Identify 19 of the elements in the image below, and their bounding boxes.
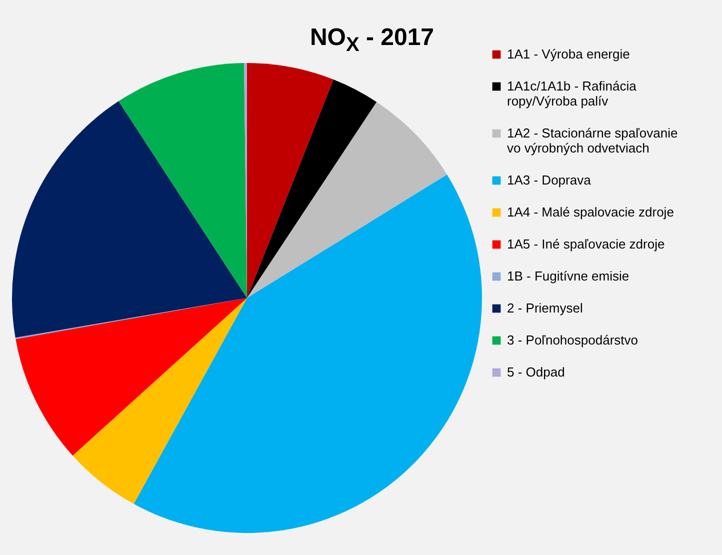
pie-slice	[12, 101, 247, 338]
legend-label: 1A1c/1A1b - Rafinácia ropy/Výroba palív	[507, 78, 638, 108]
legend-label: 3 - Poľnohospodárstvo	[507, 332, 638, 348]
pie-slice	[247, 63, 334, 298]
legend-label: 1A3 - Doprava	[507, 172, 592, 188]
legend-label: 1A4 - Malé spalovacie zdroje	[507, 204, 674, 220]
legend-label: 2 - Priemysel	[507, 300, 583, 316]
pie-slice	[247, 80, 377, 298]
pie-slice	[118, 63, 247, 298]
pie-slice	[247, 102, 447, 298]
legend-label: 1A1 - Výroba energie	[507, 46, 630, 62]
pie-slice	[72, 298, 247, 504]
chart-title: NO$_{X}$ - 2017	[308, 24, 436, 57]
pie-slice	[16, 298, 247, 456]
legend-label: 5 - Odpad	[507, 364, 565, 380]
legend-label: 1A2 - Stacionárne spaľovanie vo výrobných odvetviach	[507, 126, 678, 156]
legend-label: 1B - Fugitívne emisie	[507, 268, 630, 284]
legend-label: 1A5 - Iné spaľovacie zdroje	[507, 236, 665, 252]
pie-slice	[134, 174, 482, 533]
